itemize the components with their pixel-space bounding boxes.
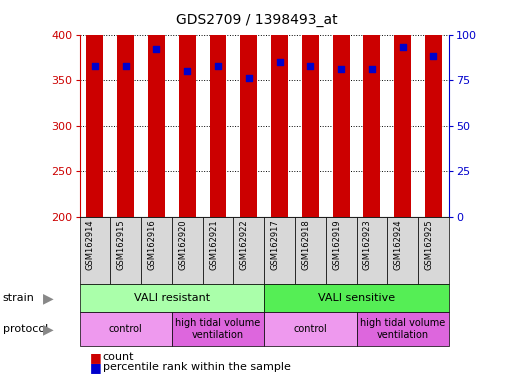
Text: strain: strain <box>3 293 34 303</box>
Text: GSM162925: GSM162925 <box>424 219 433 270</box>
Text: GSM162922: GSM162922 <box>240 219 249 270</box>
Point <box>122 63 130 69</box>
Point <box>337 66 345 72</box>
Bar <box>394 0 411 217</box>
Point <box>91 63 99 69</box>
Bar <box>363 0 381 217</box>
Point <box>245 75 253 81</box>
Text: count: count <box>103 352 134 362</box>
Text: high tidal volume
ventilation: high tidal volume ventilation <box>175 318 261 340</box>
Point <box>275 59 284 65</box>
Text: GDS2709 / 1398493_at: GDS2709 / 1398493_at <box>175 13 338 27</box>
Text: GSM162923: GSM162923 <box>363 219 372 270</box>
Text: ■: ■ <box>90 361 102 374</box>
Text: ■: ■ <box>90 351 102 364</box>
Bar <box>302 0 319 217</box>
Text: control: control <box>293 324 327 334</box>
Text: ▶: ▶ <box>44 322 54 336</box>
Text: GSM162921: GSM162921 <box>209 219 218 270</box>
Point <box>152 46 161 52</box>
Bar <box>425 0 442 217</box>
Text: GSM162920: GSM162920 <box>178 219 187 270</box>
Text: protocol: protocol <box>3 324 48 334</box>
Bar <box>179 0 196 217</box>
Point <box>183 68 191 74</box>
Text: GSM162915: GSM162915 <box>116 219 126 270</box>
Bar <box>209 0 226 217</box>
Text: percentile rank within the sample: percentile rank within the sample <box>103 362 290 372</box>
Text: VALI sensitive: VALI sensitive <box>318 293 395 303</box>
Text: VALI resistant: VALI resistant <box>134 293 210 303</box>
Point <box>306 63 314 69</box>
Text: control: control <box>109 324 143 334</box>
Text: high tidal volume
ventilation: high tidal volume ventilation <box>360 318 445 340</box>
Text: GSM162918: GSM162918 <box>301 219 310 270</box>
Point <box>429 53 438 60</box>
Point <box>214 63 222 69</box>
Text: ▶: ▶ <box>44 291 54 305</box>
Bar <box>332 0 350 217</box>
Text: GSM162916: GSM162916 <box>147 219 156 270</box>
Bar <box>240 18 257 217</box>
Bar <box>148 0 165 217</box>
Bar <box>117 0 134 217</box>
Point <box>368 66 376 72</box>
Text: GSM162924: GSM162924 <box>393 219 403 270</box>
Text: GSM162917: GSM162917 <box>270 219 280 270</box>
Text: GSM162914: GSM162914 <box>86 219 95 270</box>
Point <box>399 44 407 50</box>
Bar <box>271 0 288 217</box>
Text: GSM162919: GSM162919 <box>332 219 341 270</box>
Bar <box>86 0 103 217</box>
